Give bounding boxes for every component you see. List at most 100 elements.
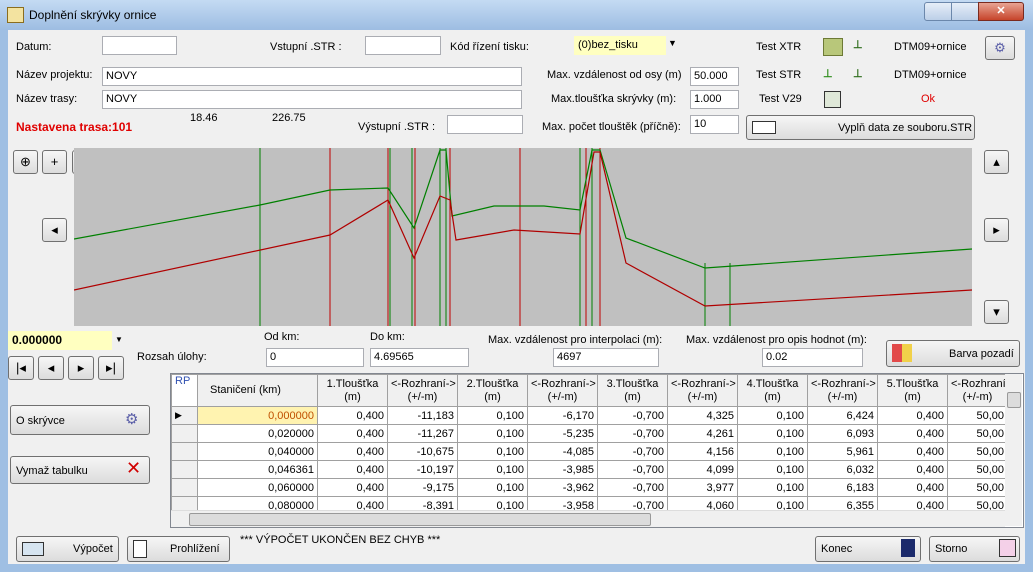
column-header[interactable]: <-Rozhraní-> (+/-m) — [387, 374, 458, 407]
cell[interactable]: -10,197 — [387, 460, 458, 479]
h-scrollbar[interactable] — [171, 510, 1005, 527]
column-header[interactable]: <-Rozhraní-> (+/-m) — [667, 374, 738, 407]
column-header[interactable]: 3.Tloušťka (m) — [597, 374, 668, 407]
cell[interactable]: 3,977 — [667, 478, 738, 497]
cell[interactable]: 0,100 — [737, 406, 808, 425]
cell[interactable]: 4,325 — [667, 406, 738, 425]
cell[interactable]: -0,700 — [597, 442, 668, 461]
cell[interactable]: 0,400 — [877, 442, 948, 461]
cell[interactable]: 50,00 — [947, 442, 1008, 461]
cell[interactable]: 6,183 — [807, 478, 878, 497]
do-input[interactable]: 4.69565 — [370, 348, 469, 367]
o-skryvce-button[interactable] — [10, 405, 150, 435]
column-header[interactable]: 4.Tloušťka (m) — [737, 374, 808, 407]
max-tloustka-input[interactable]: 1.000 — [690, 90, 739, 109]
icon[interactable]: ⊥ — [853, 39, 863, 51]
v-scrollbar[interactable] — [1005, 374, 1022, 526]
cell[interactable]: 0,400 — [317, 442, 388, 461]
kod-combo[interactable]: (0)bez_tisku — [574, 36, 666, 55]
cell[interactable]: 0,100 — [457, 442, 528, 461]
cell[interactable]: 0,100 — [457, 478, 528, 497]
cell[interactable]: 0,100 — [737, 478, 808, 497]
zoom-button[interactable]: ⊕ — [13, 150, 38, 174]
nav-first[interactable]: |◂ — [8, 356, 34, 380]
cell[interactable]: -3,962 — [527, 478, 598, 497]
cell[interactable]: -0,700 — [597, 406, 668, 425]
cell[interactable]: 0,400 — [317, 406, 388, 425]
cell[interactable]: -5,235 — [527, 424, 598, 443]
minimize-button[interactable] — [924, 2, 952, 21]
cell[interactable]: 0,400 — [877, 406, 948, 425]
cell[interactable]: 50,00 — [947, 478, 1008, 497]
cell[interactable]: -0,700 — [597, 460, 668, 479]
dropdown-arrow[interactable]: ▼ — [115, 335, 123, 344]
cell[interactable]: -9,175 — [387, 478, 458, 497]
cell[interactable]: 50,00 — [947, 406, 1008, 425]
cell[interactable]: 0,046361 — [197, 460, 318, 479]
projekt-input[interactable]: NOVY — [102, 67, 522, 86]
settings-button[interactable]: ⚙ — [985, 36, 1015, 60]
row-selector[interactable] — [171, 442, 198, 461]
cell[interactable]: 6,032 — [807, 460, 878, 479]
column-header[interactable]: 1.Tloušťka (m) — [317, 374, 388, 407]
nav-next[interactable]: ▸ — [68, 356, 94, 380]
cell[interactable]: -6,170 — [527, 406, 598, 425]
pan-right[interactable]: ▸ — [984, 218, 1009, 242]
cell[interactable]: -4,085 — [527, 442, 598, 461]
cell[interactable]: 4,156 — [667, 442, 738, 461]
trasa-input[interactable]: NOVY — [102, 90, 522, 109]
column-header[interactable]: <-Rozhraní (+/-m) — [947, 374, 1008, 407]
column-header[interactable]: 2.Tloušťka (m) — [457, 374, 528, 407]
cell[interactable]: 0,000000 — [197, 406, 318, 425]
cell[interactable]: 0,020000 — [197, 424, 318, 443]
cell[interactable]: -0,700 — [597, 478, 668, 497]
nav-prev[interactable]: ◂ — [38, 356, 64, 380]
vymaz-button[interactable] — [10, 456, 150, 484]
cell[interactable]: 50,00 — [947, 424, 1008, 443]
pan-left[interactable]: ◂ — [42, 218, 67, 242]
cell[interactable]: 0,100 — [457, 406, 528, 425]
cell[interactable]: 5,961 — [807, 442, 878, 461]
h-scroll-thumb[interactable] — [189, 513, 651, 526]
column-header[interactable]: <-Rozhraní-> (+/-m) — [527, 374, 598, 407]
cell[interactable]: 50,00 — [947, 460, 1008, 479]
max-pocet-input[interactable]: 10 — [690, 115, 739, 134]
row-selector[interactable]: ▶ — [171, 406, 198, 425]
cell[interactable]: 0,060000 — [197, 478, 318, 497]
close-button[interactable]: ✕ — [978, 2, 1024, 21]
cell[interactable]: 0,400 — [317, 424, 388, 443]
cell[interactable]: -0,700 — [597, 424, 668, 443]
cell[interactable]: 0,040000 — [197, 442, 318, 461]
cell[interactable]: 0,100 — [737, 442, 808, 461]
cell[interactable]: 0,100 — [457, 424, 528, 443]
cell[interactable]: 6,424 — [807, 406, 878, 425]
column-header[interactable]: 5.Tloušťka (m) — [877, 374, 948, 407]
vystupni-input[interactable] — [447, 115, 523, 134]
cell[interactable]: -10,675 — [387, 442, 458, 461]
cell[interactable]: 0,400 — [317, 460, 388, 479]
pan-up[interactable]: ▴ — [984, 150, 1009, 174]
v-scroll-thumb[interactable] — [1007, 392, 1021, 408]
cell[interactable]: 0,400 — [317, 478, 388, 497]
cell[interactable]: 4,099 — [667, 460, 738, 479]
cell[interactable]: 0,400 — [877, 460, 948, 479]
vstupni-input[interactable] — [365, 36, 441, 55]
cell[interactable]: 0,100 — [737, 424, 808, 443]
icon[interactable] — [823, 38, 843, 56]
cell[interactable]: 0,100 — [457, 460, 528, 479]
nav-last[interactable]: ▸| — [98, 356, 124, 380]
row-selector[interactable] — [171, 424, 198, 443]
max-osa-input[interactable]: 50.000 — [690, 67, 739, 86]
cell[interactable]: -3,985 — [527, 460, 598, 479]
zoom-button[interactable]: + — [42, 150, 67, 174]
cell[interactable]: 6,093 — [807, 424, 878, 443]
icon[interactable]: ⊥ — [823, 68, 833, 80]
cell[interactable]: 0,100 — [737, 460, 808, 479]
interp-input[interactable]: 4697 — [553, 348, 659, 367]
icon[interactable] — [824, 91, 841, 108]
vypln-button[interactable] — [746, 115, 975, 140]
cell[interactable]: -11,183 — [387, 406, 458, 425]
opis-input[interactable]: 0.02 — [762, 348, 863, 367]
row-selector[interactable] — [171, 478, 198, 497]
column-header[interactable]: <-Rozhraní-> (+/-m) — [807, 374, 878, 407]
